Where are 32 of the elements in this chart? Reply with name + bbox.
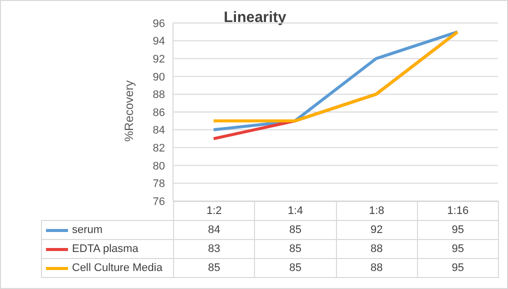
y-tick-label: 86 (152, 106, 165, 119)
y-tick-label: 90 (152, 71, 165, 84)
y-tick-label: 78 (152, 178, 165, 190)
data-label: 92 (336, 220, 418, 240)
data-label: 84 (173, 220, 256, 240)
data-label: 85 (254, 220, 336, 240)
x-tick-label: 1:16 (416, 201, 499, 221)
data-label: 88 (336, 258, 418, 278)
data-label: 95 (416, 258, 499, 278)
data-label: 85 (254, 258, 336, 278)
data-label: 85 (254, 239, 336, 259)
y-tick-label: 96 (152, 18, 165, 30)
x-tick-label: 1:8 (336, 201, 418, 221)
chart-title: Linearity (224, 9, 286, 26)
data-label: 95 (416, 220, 499, 240)
data-label: 88 (336, 239, 418, 259)
x-tick-label: 1:4 (254, 201, 336, 221)
x-tick-label: 1:2 (173, 201, 256, 221)
legend-label: Cell Culture Media (41, 258, 174, 278)
y-tick-label: 84 (152, 124, 165, 137)
y-tick-label: 92 (152, 54, 165, 66)
y-tick-label: 76 (152, 196, 165, 208)
y-tick-label: 82 (152, 142, 165, 155)
y-axis-title: %Recovery (122, 80, 136, 142)
data-label: 83 (173, 239, 256, 259)
data-label: 85 (173, 258, 256, 278)
y-tick-label: 94 (152, 36, 165, 48)
y-tick-label: 80 (152, 160, 165, 172)
y-tick-label: 88 (152, 89, 165, 102)
data-label: 95 (416, 239, 499, 259)
legend-label: serum (41, 220, 174, 240)
legend-label: EDTA plasma (41, 239, 174, 259)
